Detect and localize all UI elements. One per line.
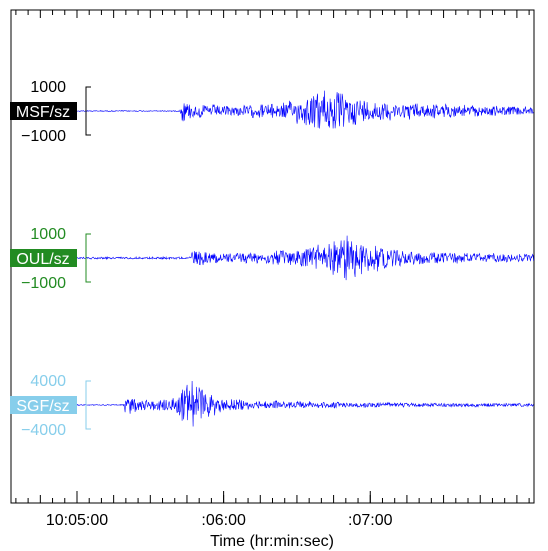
- scale-bottom-msf-sz: −1000: [21, 128, 66, 145]
- station-label-bg-oul-sz: [10, 249, 77, 267]
- scale-top-msf-sz: 1000: [30, 79, 66, 96]
- x-axis-label: Time (hr:min:sec): [210, 533, 334, 550]
- scale-top-sgf-sz: 4000: [30, 373, 66, 390]
- scale-top-oul-sz: 1000: [30, 226, 66, 243]
- x-tick-label: :06:00: [201, 512, 246, 529]
- station-label-sgf-sz: SGF/sz: [16, 398, 69, 415]
- station-label-oul-sz: OUL/sz: [16, 251, 69, 268]
- trace-sgf-sz: [27, 380, 534, 427]
- scale-bottom-oul-sz: −1000: [21, 275, 66, 292]
- scale-bracket-oul-sz: [85, 233, 91, 283]
- trace-msf-sz: [28, 90, 534, 129]
- station-label-bg-sgf-sz: [10, 396, 77, 414]
- trace-oul-sz: [27, 235, 534, 281]
- scale-bracket-msf-sz: [85, 86, 91, 136]
- station-label-msf-sz: MSF/sz: [16, 104, 70, 121]
- scale-bracket-sgf-sz: [85, 380, 91, 430]
- station-label-bg-msf-sz: [10, 102, 77, 120]
- traces-layer: [27, 90, 534, 427]
- amplitude-scales-layer: 1000 −1000 MSF/sz 1000 −1000 OUL/sz 4000 −4000 S…: [10, 79, 91, 439]
- scale-bottom-sgf-sz: −4000: [21, 422, 66, 439]
- x-tick-label: 10:05:00: [46, 512, 108, 529]
- x-ticks-layer: 10:05:00 :06:00 :07:00: [15, 10, 530, 529]
- x-tick-label: :07:00: [348, 512, 393, 529]
